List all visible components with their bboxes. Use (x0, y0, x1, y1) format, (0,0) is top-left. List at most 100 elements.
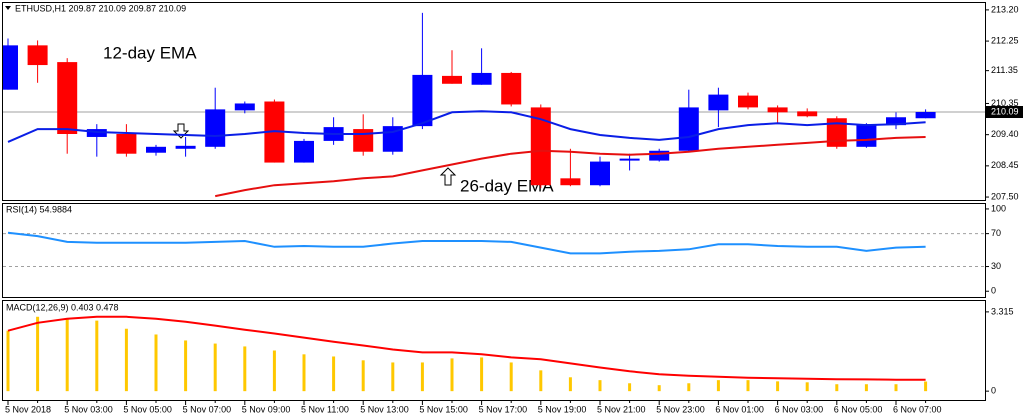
y-tick-label: 0 (991, 386, 996, 396)
y-tick-label: 211.35 (991, 65, 1018, 75)
macd-bar (509, 362, 513, 392)
ema-line (215, 136, 926, 198)
candle-body (205, 109, 226, 147)
price-tag-label: 210.09 (991, 106, 1019, 116)
symbol-marker (5, 6, 11, 10)
macd-bar (894, 384, 898, 392)
candle-body (86, 129, 107, 137)
candle-body (471, 72, 492, 85)
candle-body (146, 146, 166, 153)
candle-body (175, 145, 196, 149)
macd-bar (302, 354, 306, 392)
candle-body (442, 75, 462, 84)
ema26-annotation: 26-day EMA (460, 176, 554, 195)
signal-line (7, 315, 926, 381)
x-tick-label: 5 Nov 21:00 (597, 404, 646, 414)
x-tick-label: 5 Nov 15:00 (419, 404, 468, 414)
candle-body (234, 103, 255, 111)
candle-body (856, 124, 877, 147)
candle-body (767, 107, 788, 113)
y-tick-label: 209.40 (991, 129, 1019, 139)
macd-bar (716, 380, 720, 392)
x-tick-label: 6 Nov 01:00 (715, 404, 764, 414)
macd-bar (332, 356, 336, 392)
y-tick-label: 207.50 (991, 191, 1019, 201)
macd-bar (184, 340, 188, 392)
macd-bar (746, 380, 750, 392)
candle-body (590, 161, 610, 186)
macd-bar (420, 362, 424, 392)
y-tick-label: 213.20 (991, 4, 1019, 14)
macd-bar (272, 350, 276, 392)
y-tick-label: 212.25 (991, 35, 1019, 45)
macd-bar (391, 362, 395, 392)
x-tick-label: 5 Nov 05:00 (123, 404, 172, 414)
macd-bar (480, 357, 484, 392)
macd-bar (568, 377, 572, 392)
candle-body (708, 94, 729, 111)
y-tick-label: 3.315 (991, 306, 1014, 316)
candle-body (560, 178, 581, 186)
macd-bar (361, 360, 365, 392)
macd-title: MACD(12,26,9) 0.403 0.478 (6, 302, 119, 312)
macd-bar (687, 383, 691, 392)
price-panel (2, 2, 986, 201)
candle-body (116, 134, 137, 154)
price-tag (986, 106, 1023, 119)
y-tick-label: 210.35 (991, 98, 1019, 108)
candle-body (3, 45, 18, 90)
candle-body (738, 95, 758, 108)
rsi-title: RSI(14) 54.9884 (6, 204, 72, 214)
macd-bar (539, 370, 543, 392)
macd-panel (2, 300, 986, 401)
y-tick-label: 100 (991, 203, 1006, 213)
candle-body (619, 158, 640, 161)
macd-bar (924, 381, 928, 392)
candle-body (797, 111, 818, 117)
y-tick-label: 0 (991, 286, 996, 296)
candle-body (294, 140, 314, 163)
x-tick-label: 6 Nov 05:00 (834, 404, 883, 414)
candle-body (353, 129, 374, 152)
candle-body (501, 72, 522, 105)
macd-bar (450, 358, 454, 392)
x-tick-label: 5 Nov 09:00 (242, 404, 291, 414)
x-tick-label: 5 Nov 2018 (5, 404, 51, 414)
macd-bar (6, 330, 10, 392)
rsi-panel (2, 203, 986, 298)
x-tick-label: 5 Nov 03:00 (64, 404, 113, 414)
y-tick-label: 208.45 (991, 160, 1019, 170)
candle-body (826, 118, 847, 147)
x-tick-label: 5 Nov 19:00 (538, 404, 587, 414)
x-tick-label: 5 Nov 17:00 (479, 404, 528, 414)
x-tick-label: 5 Nov 07:00 (183, 404, 232, 414)
candle-body (678, 107, 699, 151)
up-arrow (439, 167, 457, 186)
macd-bar (835, 384, 839, 392)
x-tick-label: 5 Nov 13:00 (360, 404, 409, 414)
candle-body (412, 74, 433, 127)
x-tick-label: 6 Nov 03:00 (775, 404, 824, 414)
ema12-annotation: 12-day EMA (103, 43, 197, 62)
macd-bar (36, 316, 40, 392)
macd-bar (776, 381, 780, 392)
ema-line (7, 110, 926, 143)
macd-bar (598, 380, 602, 392)
y-tick-label: 70 (991, 228, 1001, 238)
macd-bar (95, 320, 99, 392)
candle-body (886, 117, 906, 126)
candle-body (649, 150, 670, 161)
x-tick-label: 5 Nov 11:00 (301, 404, 349, 414)
candle-body (57, 62, 78, 135)
macd-bar (805, 382, 809, 392)
macd-bar (243, 346, 247, 392)
chart-title: ETHUSD,H1 209.87 210.09 209.87 210.09 (15, 3, 186, 13)
x-tick-label: 6 Nov 07:00 (893, 404, 942, 414)
macd-bar (154, 334, 158, 392)
x-tick-label: 5 Nov 23:00 (656, 404, 705, 414)
macd-bar (628, 383, 632, 392)
y-tick-label: 30 (991, 261, 1001, 271)
candle-body (27, 45, 48, 66)
